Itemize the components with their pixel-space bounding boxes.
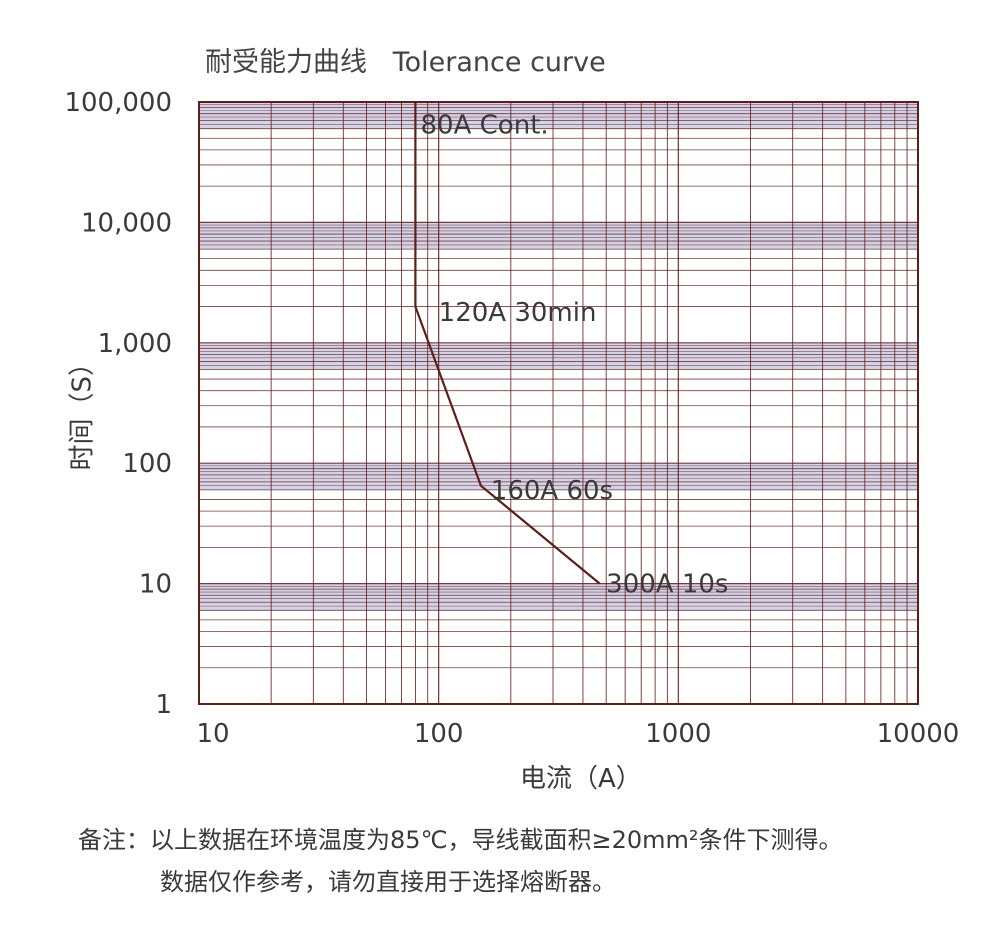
x-tick-label: 1000: [645, 719, 711, 749]
x-tick-label: 10: [196, 719, 229, 749]
y-axis-label: 时间（S）: [67, 349, 98, 471]
y-tick-label: 10: [139, 570, 172, 600]
curve-annotation: 300A 10s: [606, 570, 728, 600]
tolerance-curve-line: [414, 102, 601, 585]
x-tick-label: 100: [414, 719, 464, 749]
plot-frame: [198, 101, 919, 705]
note-line-2: 数据仅作参考，请勿直接用于选择熔断器。: [160, 868, 616, 896]
x-tick-label: 10000: [877, 719, 960, 749]
curve-annotation: 80A Cont.: [421, 111, 549, 141]
y-tick-label: 100: [122, 449, 172, 479]
chart-title: 耐受能力曲线 Tolerance curve: [205, 47, 606, 78]
y-tick-label: 1: [155, 690, 172, 720]
curve-annotation: 120A 30min: [439, 298, 597, 328]
plot-area: [199, 102, 918, 704]
x-axis-label: 电流（A）: [520, 764, 642, 794]
y-tick-label: 1,000: [98, 329, 172, 359]
note-line-1: 备注：以上数据在环境温度为85℃，导线截面积≥20mm²条件下测得。: [78, 826, 843, 854]
y-tick-label: 100,000: [64, 88, 172, 118]
curve-annotation: 160A 60s: [491, 476, 613, 506]
y-tick-label: 10,000: [81, 208, 172, 238]
